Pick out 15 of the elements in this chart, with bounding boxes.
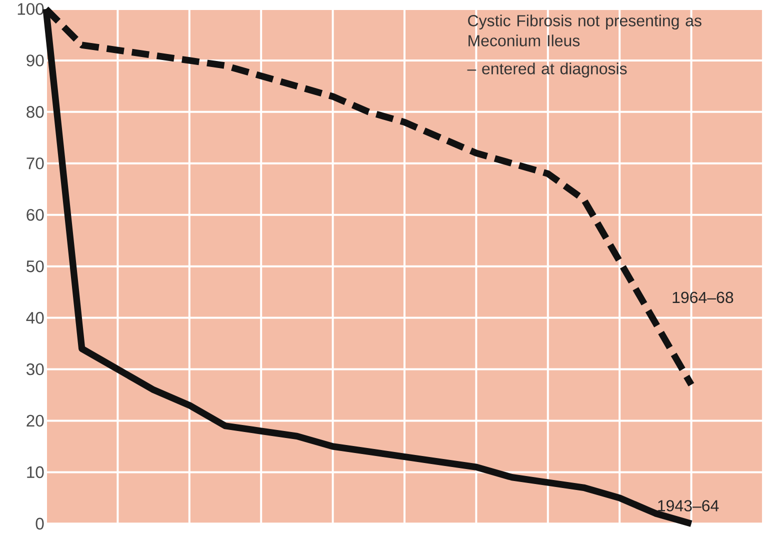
y-tick-label: 60 <box>26 208 44 221</box>
y-tick-label: 80 <box>26 106 44 118</box>
y-tick-label: 90 <box>26 54 44 66</box>
y-tick-label: 50 <box>26 260 44 272</box>
annotation: – entered at diagnosis <box>467 62 627 78</box>
y-tick-label: 10 <box>27 466 44 478</box>
y-tick-label: 20 <box>26 414 44 427</box>
y-tick-label: 70 <box>26 158 44 170</box>
y-tick-label: 100 <box>18 3 44 15</box>
series-label: 1964–68 <box>672 292 734 304</box>
annotation: Cystic Fibrosis not presenting as Meconium Ileus <box>468 14 702 46</box>
y-tick-label: 0 <box>36 518 44 530</box>
y-tick-label: 30 <box>26 363 44 376</box>
y-tick-label: 40 <box>26 312 44 324</box>
series-label: 1943–64 <box>658 500 719 512</box>
